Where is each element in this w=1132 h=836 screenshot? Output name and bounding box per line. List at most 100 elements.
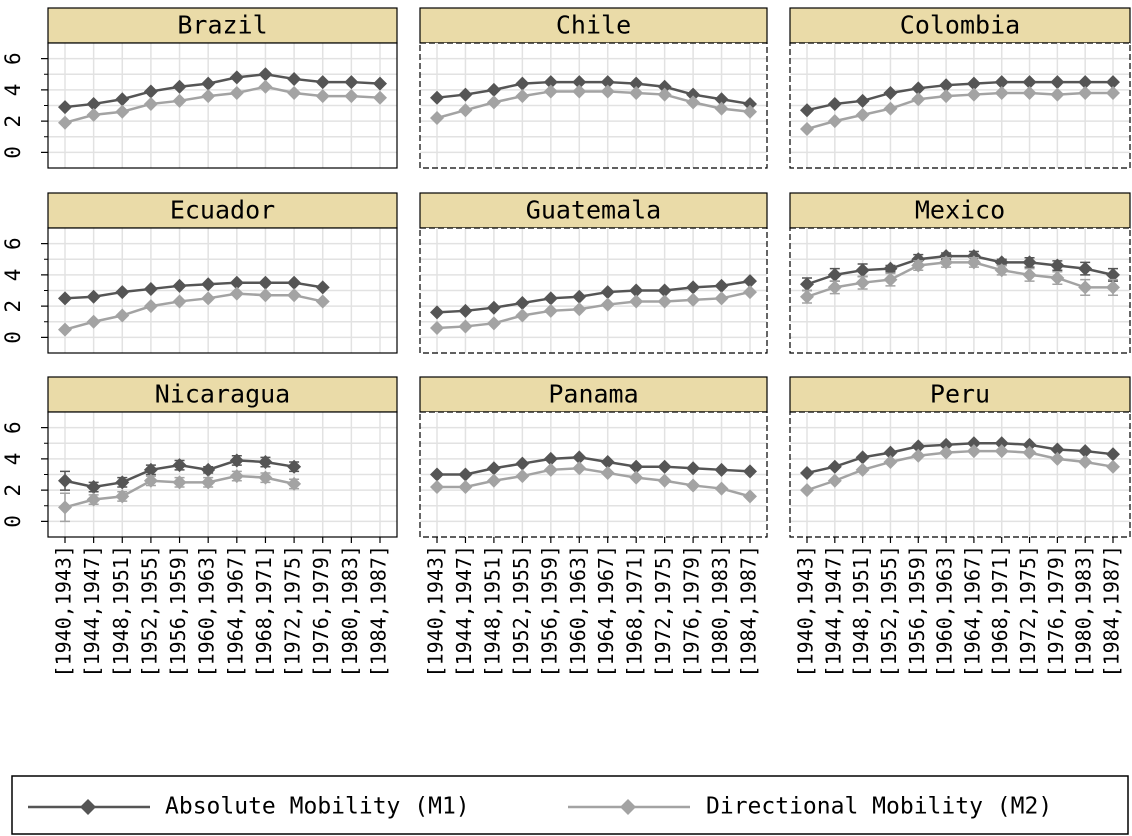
marker [543, 451, 558, 466]
marker [629, 459, 644, 474]
marker [855, 462, 870, 477]
marker [515, 456, 530, 471]
x-tick-label: [1976,1979] [309, 545, 333, 677]
marker [1078, 444, 1093, 459]
marker [229, 469, 244, 484]
marker [486, 461, 501, 476]
marker [458, 467, 473, 482]
marker [1022, 86, 1037, 100]
marker [939, 255, 954, 270]
marker [458, 480, 473, 494]
marker [1022, 255, 1037, 270]
marker [600, 285, 615, 300]
plot-border [789, 411, 1131, 538]
marker [827, 114, 842, 129]
marker [458, 319, 473, 334]
marker [572, 75, 587, 90]
marker [172, 93, 187, 108]
marker [515, 89, 530, 104]
marker [966, 255, 981, 270]
marker [458, 103, 473, 118]
x-tick-label: [1972,1975] [281, 545, 305, 677]
marker [572, 302, 587, 317]
marker [315, 280, 330, 295]
marker [115, 285, 130, 300]
marker [994, 86, 1009, 100]
marker [714, 291, 729, 306]
marker [827, 473, 842, 488]
marker [657, 294, 672, 309]
marker [994, 436, 1009, 451]
marker [686, 292, 701, 307]
marker [486, 473, 501, 488]
marker [315, 294, 330, 309]
panel-title: Brazil [177, 11, 267, 40]
marker [855, 450, 870, 465]
marker [657, 87, 672, 102]
marker [172, 79, 187, 94]
marker [966, 76, 981, 91]
marker [911, 439, 926, 454]
y-tick-label: 2 [1, 115, 25, 128]
marker [1106, 280, 1120, 295]
marker [572, 461, 587, 476]
marker [86, 314, 101, 329]
marker [515, 469, 530, 484]
marker [743, 285, 757, 300]
panel-title: Peru [930, 380, 990, 409]
marker [1050, 451, 1065, 466]
marker [855, 263, 870, 278]
x-tick-label: [1944,1947] [821, 545, 845, 677]
marker [515, 76, 530, 91]
plot-border [789, 227, 1131, 354]
marker [1078, 75, 1093, 90]
marker [686, 87, 701, 102]
y-tick-label: 4 [1, 84, 25, 97]
marker [572, 84, 587, 99]
marker [966, 444, 981, 459]
x-tick-label: [1964,1967] [223, 545, 247, 677]
marker [966, 87, 981, 102]
marker [430, 467, 444, 482]
marker [883, 101, 898, 116]
marker [258, 79, 273, 94]
marker [115, 308, 130, 323]
marker [800, 465, 814, 480]
marker [657, 473, 672, 488]
x-tick-label: [1960,1963] [933, 545, 957, 677]
x-tick-label: [1964,1967] [594, 545, 618, 677]
marker [1106, 75, 1120, 90]
marker [58, 115, 72, 130]
marker [229, 453, 244, 468]
marker [994, 75, 1009, 90]
x-tick-label: [1940,1943] [794, 545, 818, 677]
marker [714, 101, 729, 116]
marker [600, 84, 615, 99]
strip [419, 376, 768, 413]
marker [430, 90, 444, 105]
marker [800, 289, 814, 304]
x-tick-label: [1952,1955] [509, 545, 533, 677]
marker [201, 277, 216, 292]
marker [373, 90, 387, 105]
marker [572, 450, 587, 465]
marker [629, 86, 644, 100]
plot-border [789, 42, 1131, 169]
x-tick-label: [1948,1951] [849, 545, 873, 677]
marker [1106, 447, 1120, 462]
marker [58, 322, 72, 337]
marker [143, 473, 158, 488]
marker [714, 462, 729, 477]
marker [743, 96, 757, 111]
marker [1022, 445, 1037, 460]
marker [486, 300, 501, 315]
marker [229, 86, 244, 100]
marker [143, 96, 158, 111]
x-tick-label: [1968,1971] [252, 545, 276, 677]
marker [430, 480, 444, 494]
plot-border [419, 42, 768, 169]
marker [430, 321, 444, 335]
marker [600, 455, 615, 469]
marker [458, 87, 473, 102]
